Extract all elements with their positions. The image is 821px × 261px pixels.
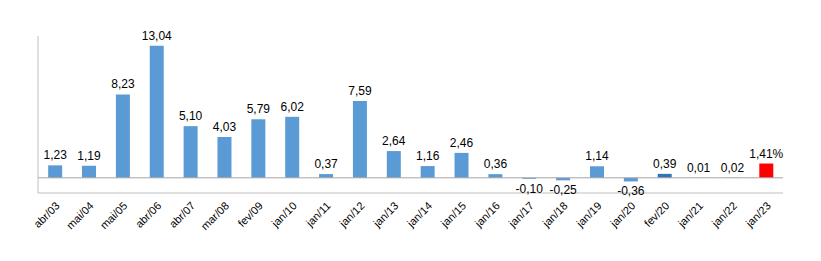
svg-text:jan/17: jan/17 <box>506 199 536 229</box>
svg-text:-0,10: -0,10 <box>516 182 544 196</box>
svg-text:fev/09: fev/09 <box>235 199 265 229</box>
svg-text:jan/12: jan/12 <box>336 199 366 229</box>
svg-text:mai/05: mai/05 <box>98 199 130 231</box>
svg-text:-0,25: -0,25 <box>549 183 577 197</box>
svg-text:0,02: 0,02 <box>721 161 745 175</box>
svg-text:1,16: 1,16 <box>416 149 440 163</box>
svg-text:6,02: 6,02 <box>281 100 305 114</box>
svg-text:0,37: 0,37 <box>314 157 338 171</box>
svg-text:jan/16: jan/16 <box>472 199 502 229</box>
svg-text:jan/18: jan/18 <box>539 199 569 229</box>
svg-text:2,64: 2,64 <box>382 134 406 148</box>
svg-text:jan/19: jan/19 <box>573 199 603 229</box>
svg-text:5,79: 5,79 <box>247 102 271 116</box>
svg-text:jan/23: jan/23 <box>743 199 773 229</box>
svg-text:jan/10: jan/10 <box>269 199 299 229</box>
svg-text:fev/20: fev/20 <box>642 199 672 229</box>
svg-text:jan/21: jan/21 <box>675 199 705 229</box>
svg-text:abr/03: abr/03 <box>31 199 62 230</box>
svg-text:5,10: 5,10 <box>179 109 203 123</box>
svg-text:8,23: 8,23 <box>111 77 135 91</box>
svg-text:1,14: 1,14 <box>585 149 609 163</box>
svg-text:1,19: 1,19 <box>77 149 101 163</box>
svg-text:jan/22: jan/22 <box>709 199 739 229</box>
svg-text:1,41%: 1,41% <box>749 147 783 161</box>
svg-text:jan/15: jan/15 <box>438 199 468 229</box>
svg-text:jan/13: jan/13 <box>370 199 400 229</box>
svg-text:4,03: 4,03 <box>213 120 237 134</box>
svg-text:mai/04: mai/04 <box>64 199 96 231</box>
svg-text:abr/07: abr/07 <box>167 199 198 230</box>
svg-text:0,36: 0,36 <box>484 157 508 171</box>
svg-text:7,59: 7,59 <box>348 84 372 98</box>
svg-text:jan/11: jan/11 <box>303 199 333 229</box>
svg-text:13,04: 13,04 <box>142 29 172 43</box>
svg-text:-0,36: -0,36 <box>617 184 645 198</box>
svg-text:2,46: 2,46 <box>450 136 474 150</box>
svg-text:abr/06: abr/06 <box>133 199 164 230</box>
svg-text:0,01: 0,01 <box>687 161 711 175</box>
svg-text:mar/08: mar/08 <box>198 199 231 232</box>
svg-text:jan/14: jan/14 <box>404 199 434 229</box>
svg-text:0,39: 0,39 <box>653 157 677 171</box>
svg-text:1,23: 1,23 <box>43 148 67 162</box>
svg-text:jan/20: jan/20 <box>607 199 637 229</box>
